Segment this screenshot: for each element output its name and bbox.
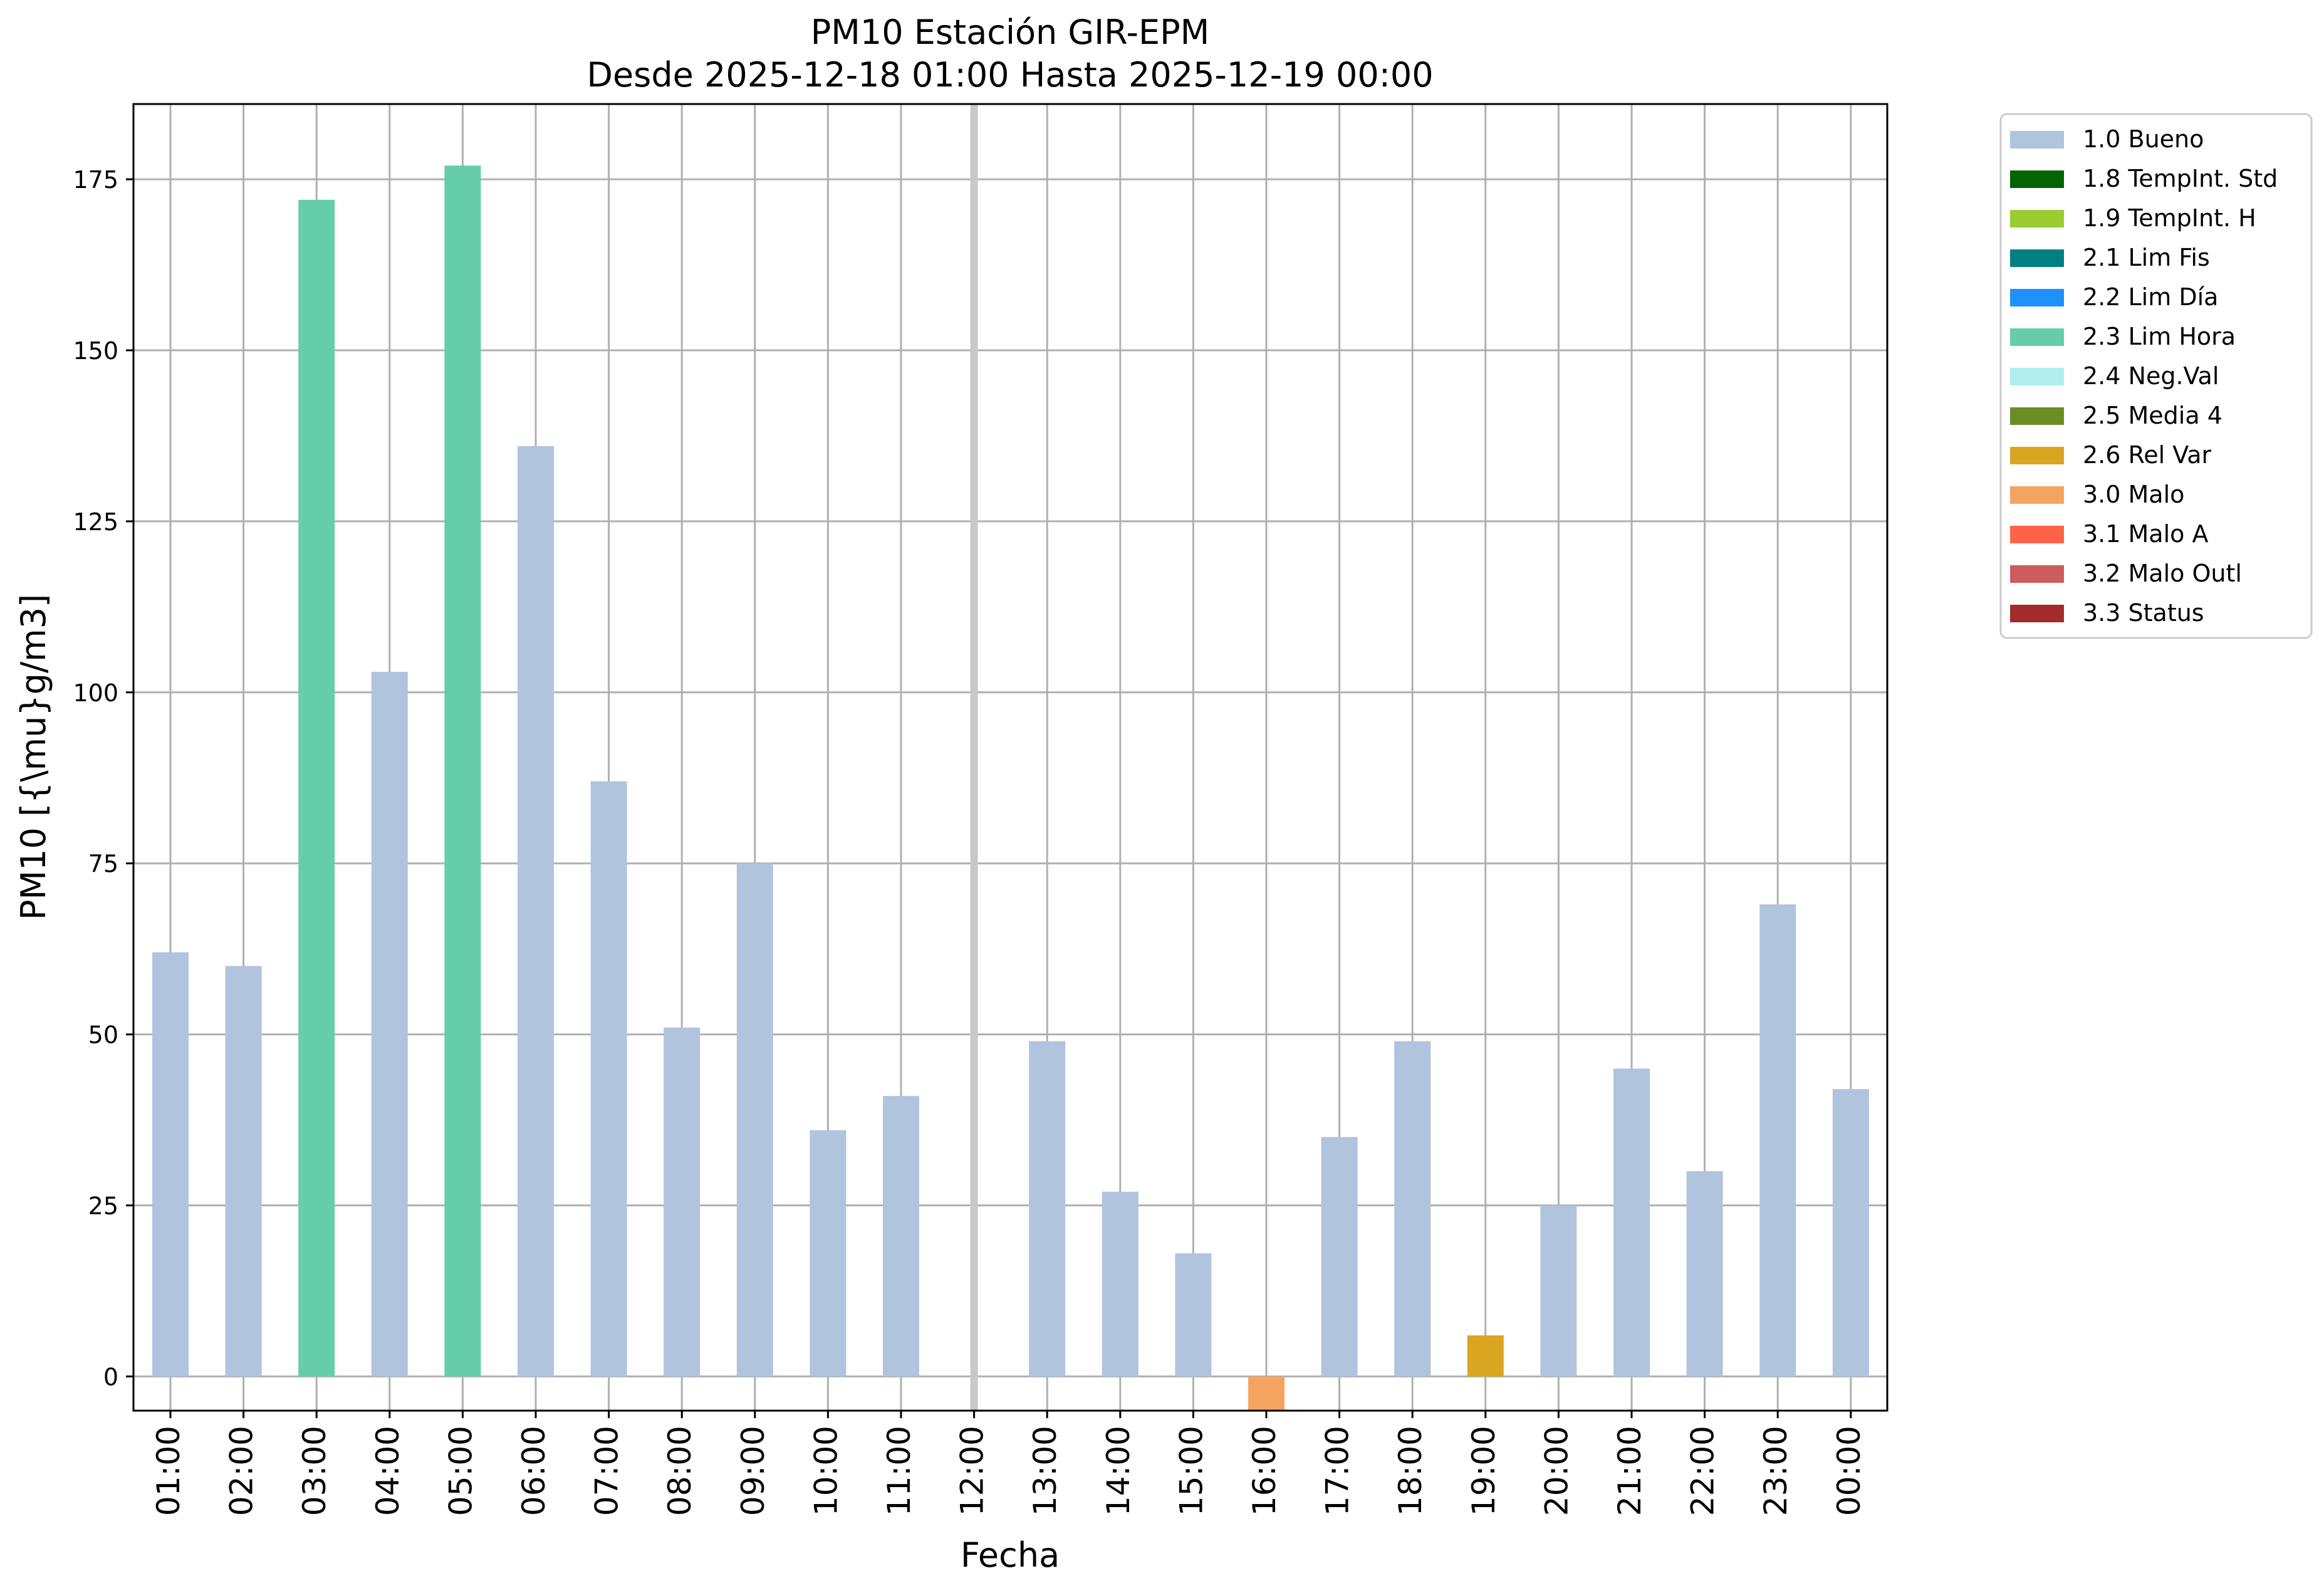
- legend-swatch: [2010, 170, 2064, 188]
- bars: [152, 165, 1869, 1411]
- x-tick-label: 01:00: [150, 1426, 187, 1516]
- chart-title: PM10 Estación GIR-EPM: [811, 13, 1210, 52]
- x-axis-label: Fecha: [961, 1535, 1060, 1575]
- bar: [1029, 1041, 1066, 1377]
- legend-label: 2.4 Neg.Val: [2083, 362, 2219, 390]
- bar: [664, 1027, 701, 1377]
- bar: [810, 1130, 847, 1377]
- y-tick-label: 25: [88, 1193, 118, 1220]
- legend-label: 2.5 Media 4: [2083, 402, 2222, 429]
- legend-swatch: [2010, 407, 2064, 425]
- bar: [371, 672, 408, 1377]
- y-tick-label: 125: [73, 508, 118, 536]
- y-axis: 0 25 50 75 100 125 150 175: [73, 166, 133, 1391]
- bar: [518, 446, 554, 1377]
- x-tick-label: 22:00: [1685, 1426, 1721, 1516]
- x-tick-label: 16:00: [1246, 1426, 1283, 1516]
- bar: [1321, 1137, 1358, 1377]
- x-tick-label: 10:00: [808, 1426, 844, 1516]
- legend-swatch: [2010, 131, 2064, 149]
- y-tick-label: 75: [88, 850, 118, 878]
- legend-swatch: [2010, 526, 2064, 543]
- legend-swatch: [2010, 605, 2064, 622]
- bar: [1175, 1253, 1212, 1377]
- x-tick-label: 19:00: [1466, 1426, 1502, 1516]
- legend-swatch: [2010, 210, 2064, 227]
- legend-label: 2.1 Lim Fis: [2083, 244, 2210, 271]
- bar: [298, 199, 335, 1377]
- bar: [1613, 1068, 1650, 1377]
- bar: [225, 966, 262, 1377]
- legend-frame: [1999, 113, 2313, 639]
- x-tick-label: 05:00: [442, 1426, 479, 1516]
- y-tick-label: 100: [73, 679, 118, 707]
- bar: [736, 863, 773, 1377]
- plot-frame: [132, 103, 1889, 1412]
- bar: [444, 165, 481, 1377]
- x-tick-label: 14:00: [1100, 1426, 1137, 1516]
- x-tick-label: 18:00: [1392, 1426, 1429, 1516]
- legend-label: 2.6 Rel Var: [2083, 441, 2212, 469]
- x-tick-label: 06:00: [516, 1426, 552, 1516]
- legend-label: 1.8 TempInt. Std: [2083, 165, 2278, 192]
- x-tick-label: 09:00: [735, 1426, 771, 1516]
- legend-items: 1.0 Bueno 1.8 TempInt. Std 1.9 TempInt. H 2…: [2010, 125, 2278, 627]
- legend-swatch: [2010, 328, 2064, 346]
- legend-swatch: [2010, 565, 2064, 583]
- legend-label: 3.3 Status: [2083, 599, 2204, 627]
- bar: [1467, 1335, 1504, 1377]
- x-tick-label: 21:00: [1612, 1426, 1648, 1516]
- legend-swatch: [2010, 486, 2064, 504]
- legend-swatch: [2010, 249, 2064, 267]
- x-tick-label: 07:00: [589, 1426, 625, 1516]
- y-tick-label: 50: [88, 1021, 118, 1049]
- x-tick-label: 04:00: [370, 1426, 406, 1516]
- legend-label: 3.2 Malo Outl: [2083, 560, 2242, 587]
- y-tick-label: 175: [73, 166, 118, 194]
- bar: [883, 1095, 919, 1377]
- bar: [1248, 1376, 1284, 1411]
- y-tick-label: 0: [103, 1363, 118, 1391]
- legend-label: 1.0 Bueno: [2083, 125, 2204, 153]
- bar: [1540, 1205, 1577, 1377]
- y-axis-label: PM10 [{\mu}g/m3]: [14, 594, 53, 920]
- x-tick-label: 12:00: [954, 1426, 991, 1516]
- x-tick-label: 15:00: [1173, 1426, 1209, 1516]
- bar: [1832, 1089, 1869, 1377]
- x-tick-label: 17:00: [1320, 1426, 1356, 1516]
- x-tick-label: 13:00: [1027, 1426, 1063, 1516]
- bar: [1102, 1191, 1139, 1377]
- legend-label: 3.1 Malo A: [2083, 520, 2208, 548]
- legend-swatch: [2010, 368, 2064, 385]
- bar: [1759, 904, 1796, 1377]
- legend-swatch: [2010, 289, 2064, 306]
- y-tick-label: 150: [73, 337, 118, 365]
- x-tick-label: 02:00: [224, 1426, 260, 1516]
- x-tick-label: 08:00: [662, 1426, 698, 1516]
- chart-subtitle: Desde 2025-12-18 01:00 Hasta 2025-12-19 …: [586, 55, 1433, 95]
- bar: [1686, 1171, 1723, 1377]
- x-tick-label: 23:00: [1758, 1426, 1794, 1516]
- legend-swatch: [2010, 447, 2064, 464]
- x-axis: 01:00 02:00 03:00 04:00 05:00 06:00 07:00 08:00…: [150, 1411, 1867, 1516]
- legend-label: 1.9 TempInt. H: [2083, 204, 2256, 232]
- x-tick-label: 00:00: [1831, 1426, 1867, 1516]
- x-tick-label: 20:00: [1538, 1426, 1575, 1516]
- legend-label: 2.2 Lim Día: [2083, 283, 2218, 311]
- legend-label: 2.3 Lim Hora: [2083, 323, 2236, 350]
- legend: 1.0 Bueno 1.8 TempInt. Std 1.9 TempInt. H 2…: [1999, 113, 2313, 639]
- bar: [152, 952, 189, 1377]
- bar: [1394, 1041, 1431, 1377]
- bar: [590, 781, 627, 1377]
- x-tick-label: 03:00: [296, 1426, 333, 1516]
- x-tick-label: 11:00: [881, 1426, 917, 1516]
- legend-label: 3.0 Malo: [2083, 481, 2184, 508]
